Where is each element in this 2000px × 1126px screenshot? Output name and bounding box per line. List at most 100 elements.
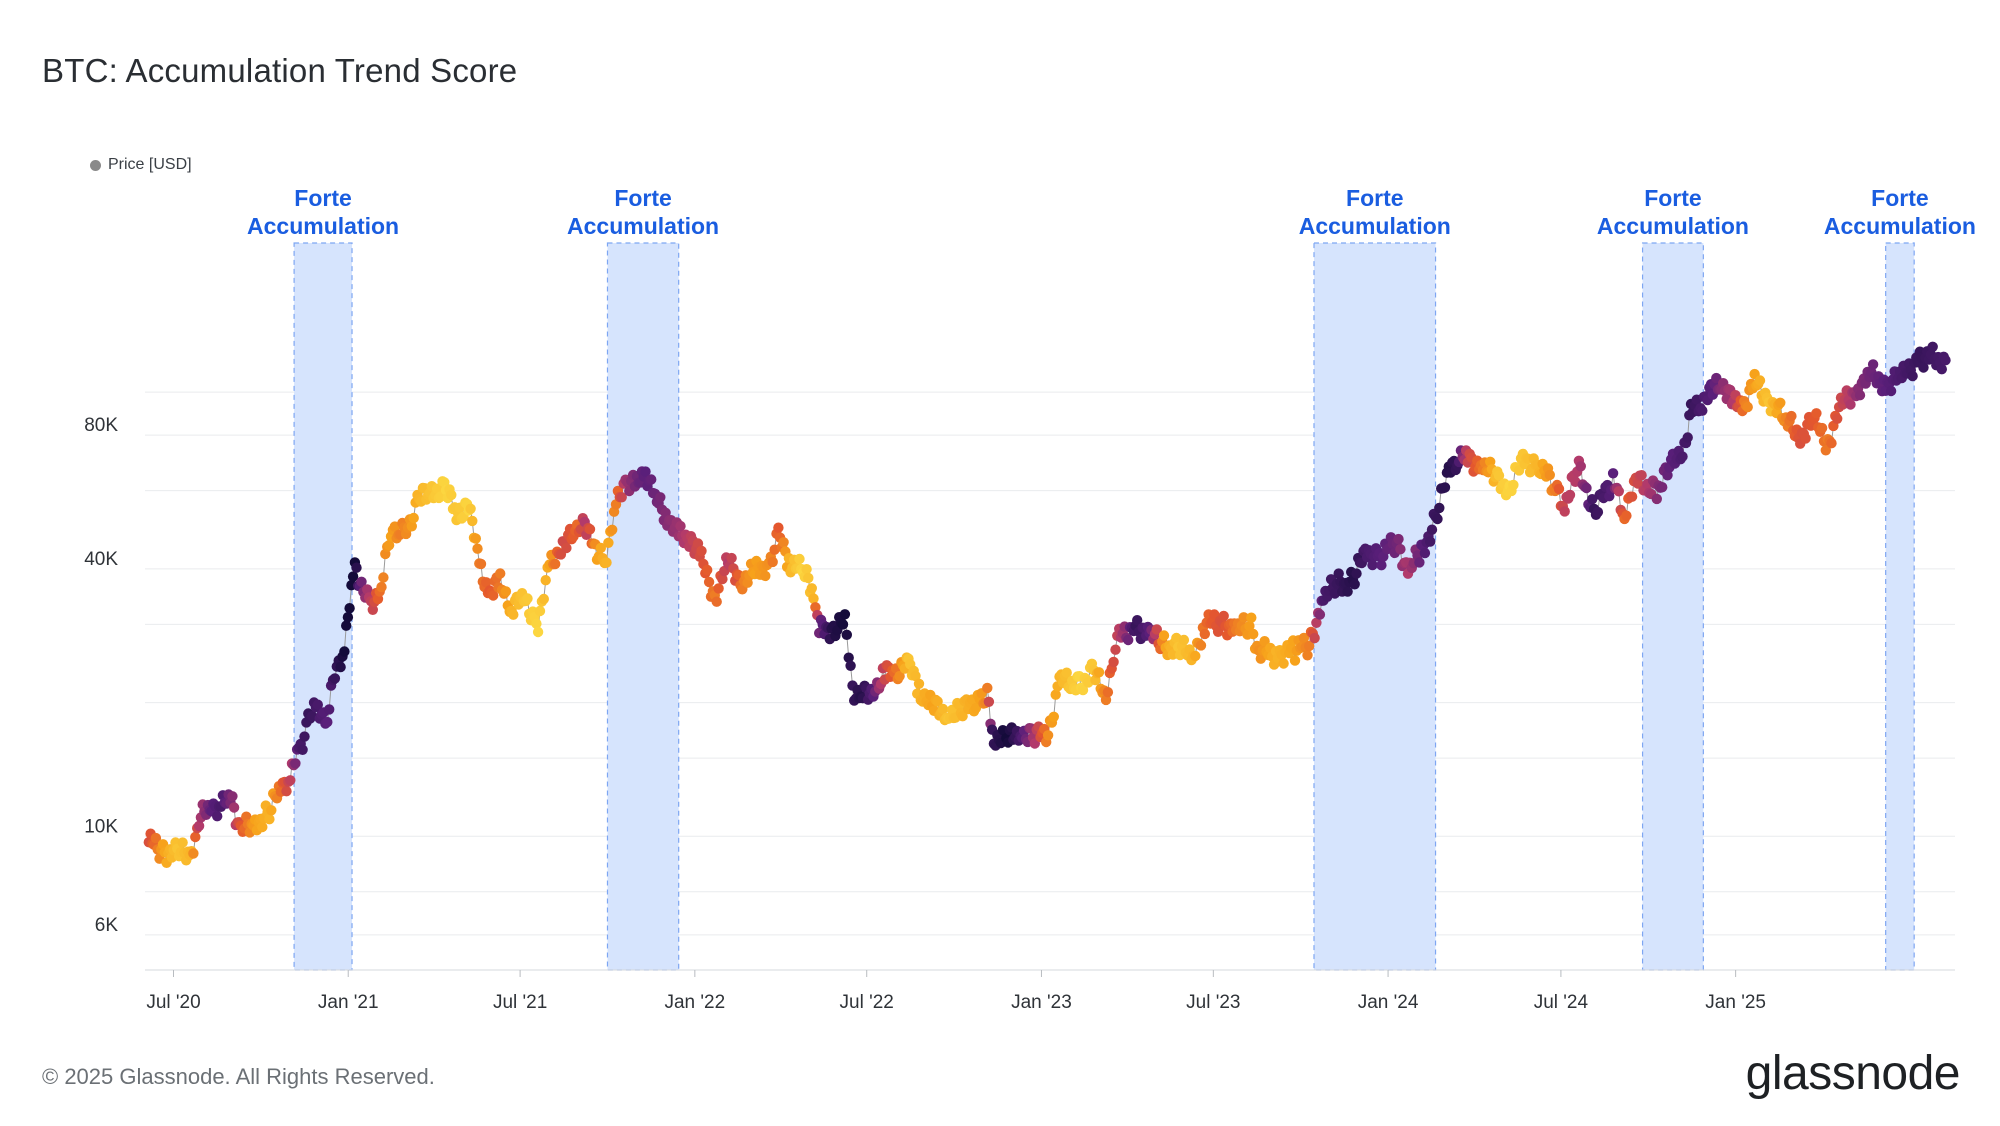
price-point (534, 605, 546, 617)
band-label-line1: Forte (294, 185, 352, 211)
price-point (767, 556, 778, 568)
price-point (1811, 408, 1822, 419)
price-point (540, 575, 551, 586)
price-point (1657, 482, 1668, 493)
price-point (982, 682, 993, 694)
price-point (1414, 557, 1425, 568)
price-point (1061, 667, 1072, 678)
price-point (1434, 502, 1445, 514)
price-point (1050, 689, 1061, 700)
price-point (1786, 410, 1797, 422)
price-point (532, 626, 544, 638)
price-point (1395, 544, 1406, 555)
price-point (446, 489, 457, 501)
price-point (1826, 438, 1837, 449)
price-point (1432, 513, 1443, 525)
chart-legend[interactable]: Price [USD] (90, 156, 192, 174)
band-label-line1: Forte (614, 185, 672, 211)
price-point (1199, 628, 1211, 640)
price-point (1592, 506, 1604, 518)
axes: Jul '20 Jan '21 Jul '21 Jan '22 Jul '22 Jan '… (84, 415, 1955, 1013)
band-label-line1: Forte (1346, 185, 1404, 211)
price-point (1621, 510, 1632, 521)
price-point (808, 593, 819, 604)
price-point (1246, 612, 1257, 623)
price-point (801, 564, 812, 575)
price-point (322, 716, 333, 728)
price-point (1178, 634, 1190, 646)
price-point (1190, 650, 1201, 662)
price-point (1613, 486, 1625, 497)
accumulation-band (606, 242, 680, 971)
price-point (227, 791, 238, 802)
chart-title: BTC: Accumulation Trend Score (42, 52, 518, 89)
price-point (1940, 355, 1951, 366)
price-point (584, 524, 596, 535)
price-point (281, 786, 292, 797)
price-point (1102, 687, 1114, 698)
price-point (297, 744, 308, 755)
legend-dot-icon (90, 159, 101, 171)
price-point (266, 805, 277, 816)
price-point (1351, 568, 1362, 579)
price-point (1426, 524, 1438, 535)
price-point (290, 758, 301, 769)
copyright-text: © 2025 Glassnode. All Rights Reserved. (42, 1064, 435, 1089)
price-point (1508, 479, 1519, 491)
price-point (188, 848, 199, 859)
price-point (1333, 568, 1344, 579)
price-point (472, 543, 483, 554)
price-point (1553, 483, 1565, 495)
price-point (1907, 370, 1918, 382)
price-point (1832, 413, 1843, 424)
price-point (646, 474, 657, 485)
x-tick-label: Jan '21 (318, 992, 379, 1013)
price-point (362, 584, 373, 595)
price-point (339, 646, 350, 657)
price-point (1581, 482, 1592, 494)
price-point (1587, 494, 1598, 505)
price-point (839, 609, 851, 620)
price-point (299, 731, 310, 742)
x-tick-label: Jul '20 (146, 992, 200, 1013)
price-point (675, 520, 686, 532)
price-point (983, 696, 995, 707)
price-point (1311, 617, 1322, 628)
price-point (1936, 364, 1948, 375)
x-tick-label: Jul '22 (840, 992, 894, 1013)
price-point (1123, 634, 1134, 646)
price-point (1077, 684, 1089, 696)
price-point (778, 537, 789, 548)
y-tick-label: 10K (84, 816, 118, 837)
price-point (1651, 493, 1663, 505)
price-point (367, 604, 378, 615)
price-point (335, 661, 346, 673)
band-label-line2: Accumulation (1597, 213, 1749, 239)
price-point (329, 673, 341, 684)
price-point (1248, 628, 1259, 640)
glassnode-logo[interactable]: glassnode (1745, 1047, 1961, 1100)
price-point (932, 696, 943, 707)
y-tick-label: 40K (84, 549, 118, 570)
price-point (1867, 359, 1879, 370)
price-point (1093, 667, 1105, 678)
price-point (1048, 711, 1060, 722)
price-point (1697, 405, 1708, 416)
price-point (1289, 655, 1301, 666)
price-point (696, 545, 707, 557)
price-point (312, 699, 323, 710)
price-point (1108, 656, 1119, 668)
x-tick-label: Jan '25 (1705, 992, 1766, 1013)
price-point (264, 814, 275, 825)
price-point (1845, 399, 1856, 410)
price-point (538, 593, 549, 605)
price-point (481, 577, 492, 588)
price-point (508, 609, 519, 620)
price-point (1244, 620, 1255, 632)
price-point (1419, 547, 1431, 559)
price-point (1439, 482, 1451, 493)
price-point (1820, 445, 1832, 456)
price-point (257, 821, 268, 833)
price-point (351, 562, 362, 573)
